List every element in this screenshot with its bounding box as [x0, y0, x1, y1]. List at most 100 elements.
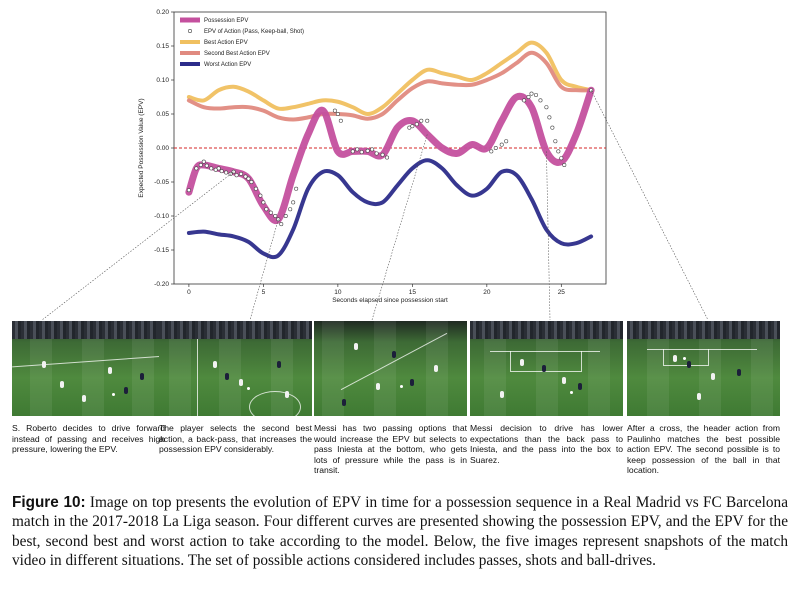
action-epv-point — [283, 214, 288, 219]
action-epv-point — [219, 169, 224, 174]
legend-marker — [188, 28, 193, 33]
epv-chart: 0 5 10 15 20 25 -0.20 -0.15 -0.10 -0.05 0.00 0.05 0.… — [41, 9, 709, 320]
action-epv-point — [559, 156, 564, 161]
action-epv-point — [258, 193, 263, 198]
snapshot-leader-line — [590, 90, 709, 320]
action-epv-point — [273, 214, 278, 219]
panel-caption: After a cross, the header action from Pa… — [627, 423, 780, 476]
action-epv-point — [533, 92, 538, 97]
legend-entry: EPV of Action (Pass, Keep-ball, Shot) — [204, 29, 304, 35]
action-epv-point — [529, 91, 534, 96]
panel-caption: The player selects the second best actio… — [159, 423, 312, 455]
action-epv-point — [249, 180, 254, 185]
match-snapshot-image — [627, 321, 780, 416]
action-epv-point — [338, 118, 343, 123]
panel-caption: S. Roberto decides to drive forward inst… — [12, 423, 165, 455]
action-epv-point — [239, 171, 244, 176]
snapshot-panel-5: After a cross, the header action from Pa… — [627, 321, 780, 476]
legend-entry: Best Action EPV — [204, 40, 248, 46]
x-tick-label: 10 — [334, 289, 342, 296]
y-tick-label: 0.10 — [156, 77, 169, 84]
series-line-worst-action-epv — [186, 158, 594, 260]
panel-caption: Messi decision to drive has lower expect… — [470, 423, 623, 465]
y-tick-label: 0.20 — [156, 9, 169, 16]
snapshot-panel-1: S. Roberto decides to drive forward inst… — [12, 321, 165, 455]
action-epv-point — [288, 207, 293, 212]
match-snapshot-image — [470, 321, 623, 416]
action-epv-point — [198, 163, 203, 168]
snapshot-panel-3: Messi has two passing options that would… — [314, 321, 467, 476]
action-epv-point — [355, 147, 360, 152]
figure-caption-text: Image on top presents the evolution of E… — [12, 494, 788, 570]
match-snapshot-image — [314, 321, 467, 416]
action-epv-point — [350, 149, 355, 154]
y-tick-label: 0.05 — [156, 111, 169, 118]
action-epv-point — [264, 207, 269, 212]
action-epv-point — [489, 149, 494, 154]
action-epv-point — [209, 166, 214, 171]
legend-entry: Possession EPV — [204, 18, 248, 24]
action-epv-point — [419, 118, 424, 123]
action-epv-point — [246, 176, 251, 181]
action-epv-point — [499, 142, 504, 147]
y-tick-label: -0.15 — [154, 247, 169, 254]
snapshot-leader-line — [546, 151, 551, 320]
y-tick-label: -0.20 — [154, 281, 169, 288]
y-tick-label: 0.00 — [156, 145, 169, 152]
series-line-best-action-epv — [186, 40, 594, 116]
x-tick-label: 20 — [483, 289, 491, 296]
action-epv-point — [544, 105, 549, 110]
x-tick-label: 0 — [187, 289, 191, 296]
action-epv-point — [410, 124, 415, 129]
figure-caption-label: Figure 10: — [12, 494, 86, 511]
action-epv-point — [538, 98, 543, 103]
action-epv-point — [547, 115, 552, 120]
action-epv-point — [294, 186, 299, 191]
action-epv-point — [526, 95, 531, 100]
action-epv-point — [380, 152, 385, 157]
snapshot-leader-line — [41, 171, 234, 320]
x-tick-label: 15 — [409, 289, 417, 296]
action-epv-point — [385, 155, 390, 160]
action-epv-point — [216, 166, 221, 171]
action-epv-point — [291, 200, 296, 205]
action-epv-point — [414, 122, 419, 127]
match-snapshot-image — [12, 321, 165, 416]
action-epv-point — [556, 149, 561, 154]
action-epv-point — [425, 118, 430, 123]
snapshot-panel-4: Messi decision to drive has lower expect… — [470, 321, 623, 465]
action-epv-point — [370, 147, 375, 152]
action-epv-point — [493, 146, 498, 151]
action-epv-point — [504, 139, 509, 144]
legend-entry: Second Best Action EPV — [204, 51, 270, 57]
action-epv-point — [374, 151, 379, 156]
action-epv-point — [562, 163, 567, 168]
action-epv-point — [359, 150, 364, 155]
action-epv-point — [234, 173, 239, 178]
action-epv-point — [261, 200, 266, 205]
action-epv-point — [332, 108, 337, 113]
y-tick-label: -0.05 — [154, 179, 169, 186]
x-axis-label: Seconds elapsed since possession start — [332, 297, 448, 304]
series-line-second-best-action-epv — [186, 50, 594, 122]
action-epv-point — [279, 222, 284, 227]
action-epv-point — [550, 125, 555, 130]
action-epv-point — [253, 186, 258, 191]
action-epv-point — [365, 148, 370, 153]
action-epv-point — [553, 139, 558, 144]
action-epv-point — [201, 159, 206, 164]
action-epv-point — [224, 170, 229, 175]
action-epv-point — [268, 210, 273, 215]
action-epv-point — [194, 166, 199, 171]
figure-caption: Figure 10: Image on top presents the evo… — [12, 493, 788, 571]
match-snapshot-image — [159, 321, 312, 416]
panel-caption: Messi has two passing options that would… — [314, 423, 467, 476]
action-epv-point — [335, 112, 340, 117]
snapshot-panel-2: The player selects the second best actio… — [159, 321, 312, 455]
y-tick-label: 0.15 — [156, 43, 169, 50]
action-epv-point — [522, 98, 527, 103]
x-tick-label: 5 — [262, 289, 266, 296]
legend-entry: Worst Action EPV — [204, 62, 251, 68]
y-axis-label: Expected Possession Value (EPV) — [138, 98, 145, 197]
snapshot-leader-line — [371, 134, 428, 320]
